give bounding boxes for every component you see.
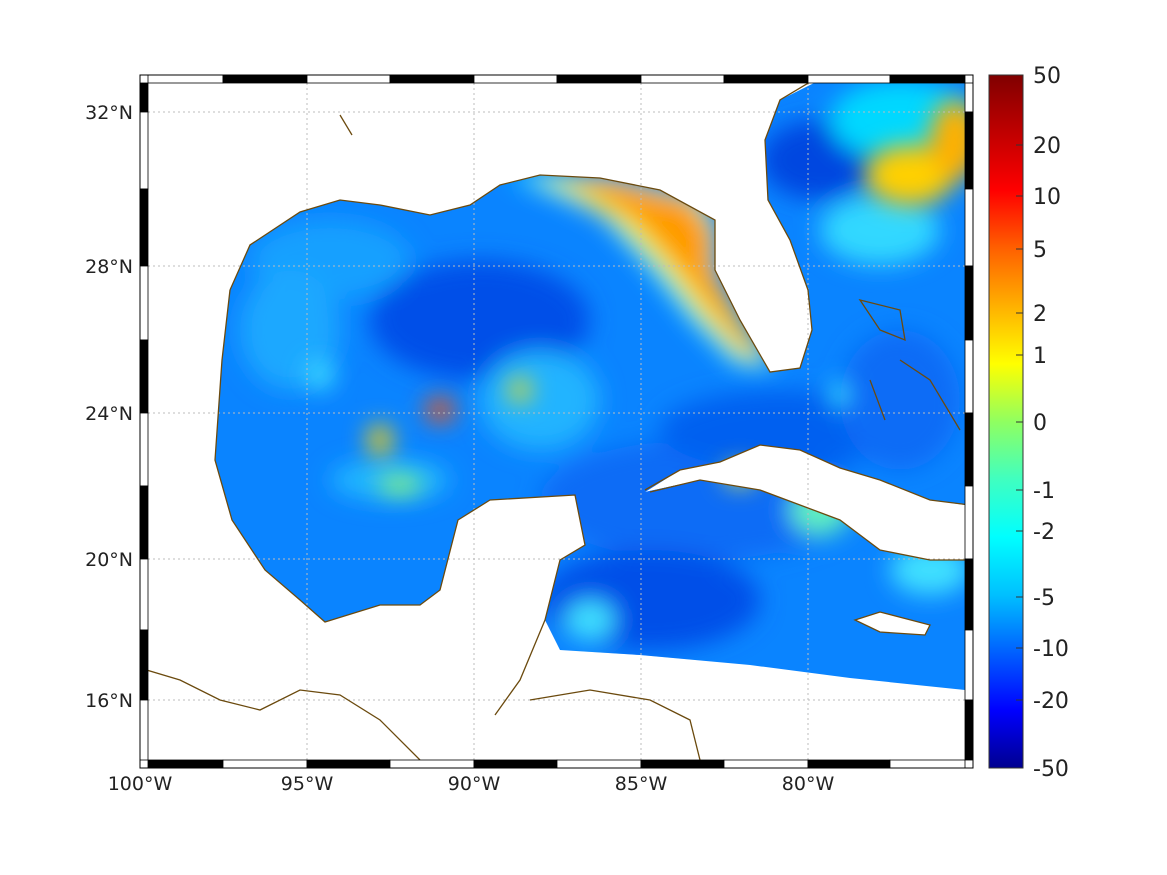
- map-frame: [139, 74, 974, 769]
- frame-segment: [389, 759, 475, 769]
- frame-segment: [556, 74, 642, 84]
- colorbar-tick-label: 0: [1033, 411, 1047, 436]
- frame-segment: [964, 412, 974, 487]
- frame-segment: [139, 265, 149, 341]
- frame-segment: [964, 82, 974, 113]
- lat-label: 20°N: [85, 549, 133, 571]
- grid-lines: [148, 83, 965, 760]
- frame-segment: [964, 699, 974, 761]
- frame-segment: [222, 759, 308, 769]
- frame-segment: [139, 111, 149, 190]
- colorbar-tick-label: 2: [1033, 302, 1047, 327]
- colorbar-tick-label: -20: [1033, 689, 1069, 714]
- colorbar-tick-label: -2: [1033, 520, 1055, 545]
- colorbar-tick-label: 50: [1033, 64, 1061, 89]
- map-area: 100°W 95°W 90°W 85°W 80°W 32°N 28°N 24°N…: [85, 74, 974, 795]
- colorbar-tick-label: 1: [1033, 344, 1047, 369]
- frame-segment: [723, 74, 809, 84]
- frame-segment: [640, 74, 725, 84]
- frame-segment: [807, 74, 891, 84]
- frame-segment: [139, 82, 149, 113]
- frame-segment: [139, 629, 149, 701]
- frame-segment: [139, 412, 149, 487]
- frame-segment: [306, 759, 391, 769]
- frame-segment: [964, 188, 974, 267]
- frame-segment: [139, 188, 149, 267]
- frame-segment: [964, 111, 974, 190]
- frame-segment: [964, 485, 974, 560]
- lon-label: 95°W: [281, 773, 334, 795]
- colorbar-tick-label: -10: [1033, 637, 1069, 662]
- frame-segment: [640, 759, 725, 769]
- frame-segment: [473, 74, 558, 84]
- colorbar-tick-label: 20: [1033, 134, 1061, 159]
- frame-segment: [147, 74, 224, 84]
- lat-label: 28°N: [85, 256, 133, 278]
- frame-segment: [889, 759, 966, 769]
- colorbar-tick-label: -5: [1033, 586, 1055, 611]
- frame-segment: [306, 74, 391, 84]
- frame-segment: [723, 759, 809, 769]
- coastlines: [148, 83, 965, 760]
- lat-label: 32°N: [85, 102, 133, 124]
- lon-label: 100°W: [108, 773, 173, 795]
- lon-axis-labels: 100°W 95°W 90°W 85°W 80°W: [108, 773, 835, 795]
- frame-segment: [964, 265, 974, 341]
- lon-label: 80°W: [782, 773, 835, 795]
- lon-label: 85°W: [615, 773, 668, 795]
- lat-label: 16°N: [85, 690, 133, 712]
- frame-segment: [147, 759, 224, 769]
- frame-border: [139, 74, 974, 769]
- frame-segment: [473, 759, 558, 769]
- frame-segment: [139, 339, 149, 414]
- frame-segment: [139, 699, 149, 761]
- frame-segment: [964, 558, 974, 631]
- colorbar-tick-label: 10: [1033, 185, 1061, 210]
- frame-segment: [139, 485, 149, 560]
- frame-segment: [964, 339, 974, 414]
- colorbar-tick-label: -50: [1033, 757, 1069, 782]
- colorbar-tick-label: -1: [1033, 479, 1055, 504]
- frame-segment: [889, 74, 966, 84]
- lat-axis-labels: 32°N 28°N 24°N 20°N 16°N: [85, 102, 133, 712]
- frame-segment: [222, 74, 308, 84]
- frame-segment: [964, 629, 974, 701]
- frame-segment: [139, 558, 149, 631]
- colorbar-tick-label: 5: [1033, 238, 1047, 263]
- frame-segment: [556, 759, 642, 769]
- lon-label: 90°W: [448, 773, 501, 795]
- lat-label: 24°N: [85, 403, 133, 425]
- frame-segment: [389, 74, 475, 84]
- frame-segment: [807, 759, 891, 769]
